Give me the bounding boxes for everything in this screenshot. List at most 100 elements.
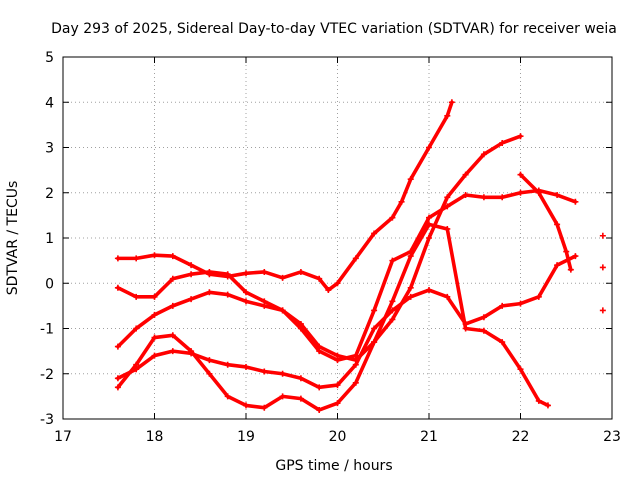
data-point-marker [151, 252, 158, 259]
x-tick-label: 17 [54, 429, 72, 445]
data-point-marker [544, 402, 551, 409]
data-point-marker [444, 112, 451, 119]
data-point-marker [279, 370, 286, 377]
data-point-marker [151, 352, 158, 359]
data-point-marker [316, 275, 323, 282]
data-point-marker [371, 325, 378, 332]
y-tick-label: 0 [45, 276, 54, 292]
x-tick-labels: 17 18 19 20 21 22 23 [54, 429, 621, 445]
data-point-marker [133, 361, 140, 368]
y-tick-label: -2 [40, 367, 54, 383]
data-point-marker [334, 280, 341, 287]
data-point-marker [169, 302, 176, 309]
data-point-marker [567, 266, 574, 273]
data-point-marker [224, 271, 231, 278]
data-point-marker [188, 262, 195, 269]
series-trace-b [114, 133, 524, 364]
data-point-marker [371, 230, 378, 237]
data-point-marker [334, 400, 341, 407]
y-tick-labels: -3 -2 -1 0 1 2 3 4 5 [40, 50, 54, 428]
data-point-marker [480, 314, 487, 321]
data-point-marker [535, 189, 542, 196]
data-point-marker [554, 262, 561, 269]
data-point-marker [169, 275, 176, 282]
data-point-marker [114, 384, 121, 391]
data-point-marker [371, 339, 378, 346]
data-point-marker [554, 192, 561, 199]
data-point-marker [188, 296, 195, 303]
data-point-marker [243, 402, 249, 409]
data-point-marker [572, 253, 579, 260]
chart-title: Day 293 of 2025, Sidereal Day-to-day VTE… [51, 21, 617, 37]
data-point-marker [188, 348, 195, 355]
data-point-marker [279, 274, 286, 281]
data-point-marker [316, 406, 323, 413]
data-point-marker [389, 257, 396, 264]
data-point-marker [206, 357, 213, 364]
data-point-marker [206, 370, 213, 377]
y-tick-label: -3 [40, 412, 54, 428]
data-point-marker [325, 287, 332, 294]
data-point-marker [169, 332, 176, 339]
data-point-marker [407, 293, 414, 300]
data-point-marker [599, 232, 606, 239]
x-tick-label: 19 [237, 429, 255, 445]
data-point-marker [407, 176, 414, 183]
data-point-marker [114, 284, 121, 291]
data-point-marker [480, 327, 487, 334]
data-point-marker [169, 348, 176, 355]
data-point-marker [371, 307, 378, 314]
data-point-marker [499, 139, 506, 146]
y-tick-label: -1 [40, 322, 54, 338]
data-point-marker [133, 293, 140, 300]
data-point-marker [151, 334, 158, 341]
data-point-marker [243, 289, 249, 296]
data-point-marker [517, 189, 524, 196]
data-point-marker [334, 357, 341, 364]
data-point-marker [599, 264, 606, 271]
data-point-marker [426, 214, 432, 221]
x-tick-label: 21 [420, 429, 438, 445]
x-axis-label: GPS time / hours [275, 458, 392, 474]
series-trace-g-points [599, 232, 606, 314]
data-point-marker [352, 352, 359, 359]
data-point-marker [462, 192, 469, 199]
data-point-marker [206, 268, 213, 275]
data-point-marker [297, 325, 304, 332]
data-point-marker [133, 325, 140, 332]
series-line [518, 172, 573, 272]
data-point-marker [352, 361, 359, 368]
x-tick-label: 18 [146, 429, 164, 445]
data-point-marker [444, 194, 451, 201]
data-point-marker [426, 235, 432, 241]
series-trace-c [114, 187, 579, 364]
data-point-marker [448, 99, 455, 106]
data-point-marker [407, 284, 414, 291]
data-point-marker [535, 293, 542, 300]
data-point-marker [480, 194, 487, 201]
data-point-marker [114, 375, 121, 382]
data-point-marker [444, 225, 451, 232]
series-trace-f [517, 171, 574, 273]
data-point-marker [224, 393, 231, 400]
y-tick-label: 5 [45, 50, 54, 66]
data-point-marker [389, 316, 396, 323]
series-line [116, 134, 523, 362]
x-tick-label: 22 [512, 429, 530, 445]
data-point-marker [599, 307, 606, 314]
data-point-marker [279, 307, 286, 314]
y-tick-label: 2 [45, 186, 54, 202]
data-point-marker [462, 325, 469, 332]
data-point-marker [352, 379, 359, 386]
data-point-marker [535, 397, 542, 404]
data-point-marker [114, 343, 121, 350]
data-point-marker [243, 363, 249, 370]
data-point-marker [261, 302, 268, 309]
data-point-marker [334, 382, 341, 389]
data-point-marker [297, 268, 304, 275]
data-point-marker [407, 253, 414, 260]
data-point-marker [426, 144, 432, 151]
y-axis-label: SDTVAR / TECUs [5, 181, 21, 296]
data-point-marker [462, 171, 469, 178]
data-point-marker [389, 298, 396, 305]
